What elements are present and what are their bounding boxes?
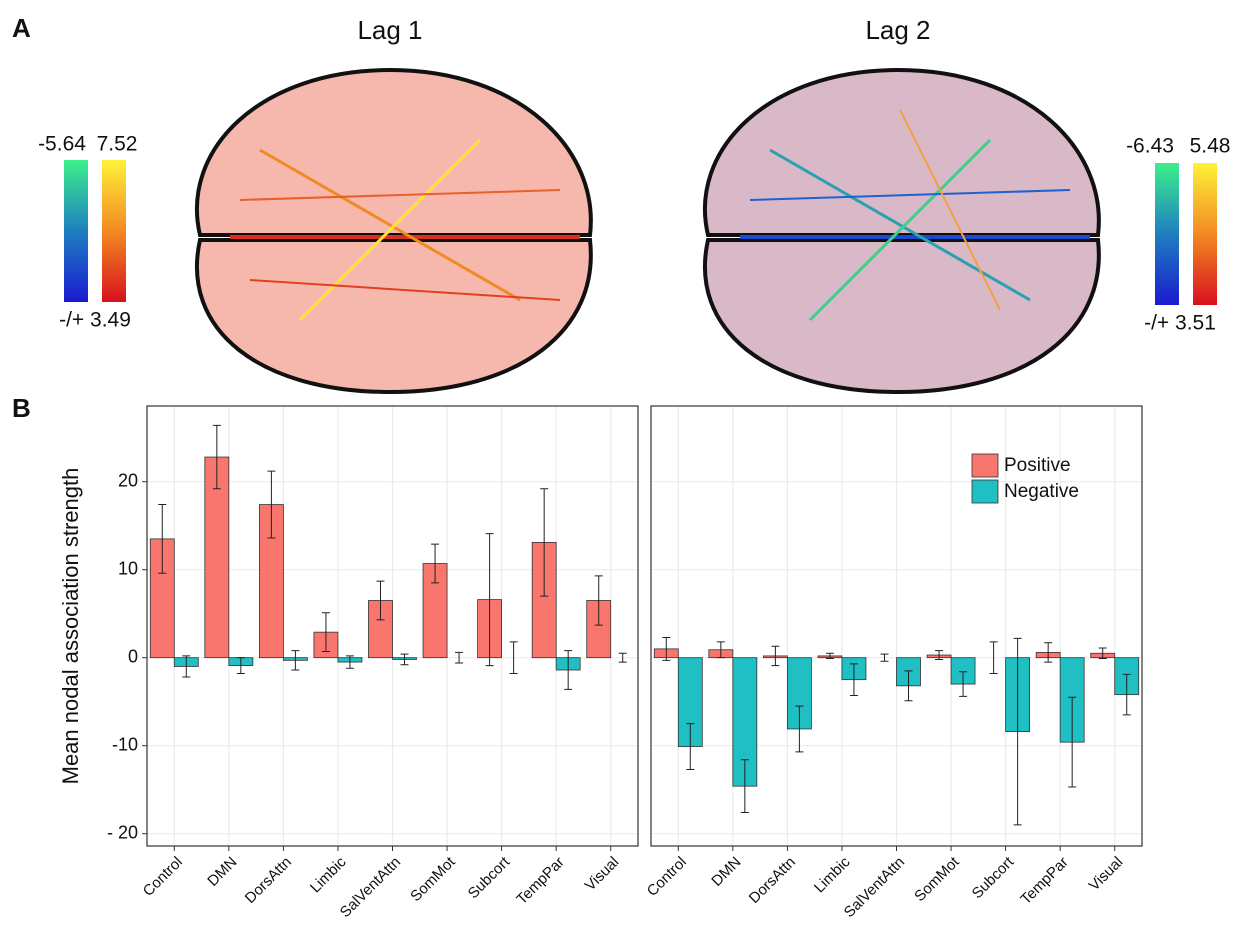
x-tick-label: DMN xyxy=(708,854,744,890)
y-tick-label: 10 xyxy=(118,558,138,578)
legend-swatch xyxy=(972,480,998,503)
colorbar-label: 7.52 xyxy=(97,133,138,156)
x-tick-label: SomMot xyxy=(911,853,963,905)
colorbar-label: -/+ 3.49 xyxy=(59,309,131,332)
colorbar-label: -6.43 xyxy=(1126,135,1174,158)
panel-label: A xyxy=(12,13,31,43)
colorbar-negative xyxy=(1155,163,1179,305)
lag-title: Lag 2 xyxy=(865,15,930,45)
x-tick-label: Subcort xyxy=(969,853,1018,902)
x-tick-label: DMN xyxy=(204,854,240,890)
legend-label: Negative xyxy=(1004,481,1079,502)
y-tick-label: -10 xyxy=(112,734,138,754)
legend-label: Positive xyxy=(1004,455,1071,476)
x-tick-label: Control xyxy=(140,854,186,900)
x-tick-label: Limbic xyxy=(811,853,854,896)
legend-swatch xyxy=(972,454,998,477)
x-tick-label: DorsAttn xyxy=(242,854,295,907)
brain-lag2 xyxy=(705,70,1099,392)
colorbar-label: 5.48 xyxy=(1190,135,1231,158)
colorbar-positive xyxy=(1193,163,1217,305)
x-tick-label: SomMot xyxy=(407,853,459,905)
colorbar-negative xyxy=(64,160,88,302)
x-tick-label: Limbic xyxy=(307,853,350,896)
x-tick-label: TempPar xyxy=(513,854,567,908)
colorbar-positive xyxy=(102,160,126,302)
x-tick-label: DorsAttn xyxy=(746,854,799,907)
x-tick-label: Subcort xyxy=(465,853,514,902)
x-tick-label: Visual xyxy=(582,854,623,895)
brain-lag1 xyxy=(197,70,591,392)
colorbar-label: -5.64 xyxy=(38,133,86,156)
lag-title: Lag 1 xyxy=(357,15,422,45)
y-axis-label: Mean nodal association strength xyxy=(58,468,83,785)
x-tick-label: TempPar xyxy=(1017,854,1071,908)
x-tick-label: Control xyxy=(644,854,690,900)
y-tick-label: - 20 xyxy=(107,822,138,842)
y-tick-label: 20 xyxy=(118,470,138,490)
colorbar-label: -/+ 3.51 xyxy=(1144,312,1216,335)
figure: A B Lag 1 Lag 2 -5.64 7.52 -/+ 3.49 -6.4… xyxy=(0,0,1237,943)
panel-label: B xyxy=(12,393,31,423)
x-tick-label: Visual xyxy=(1086,854,1127,895)
y-tick-label: 0 xyxy=(128,646,138,666)
